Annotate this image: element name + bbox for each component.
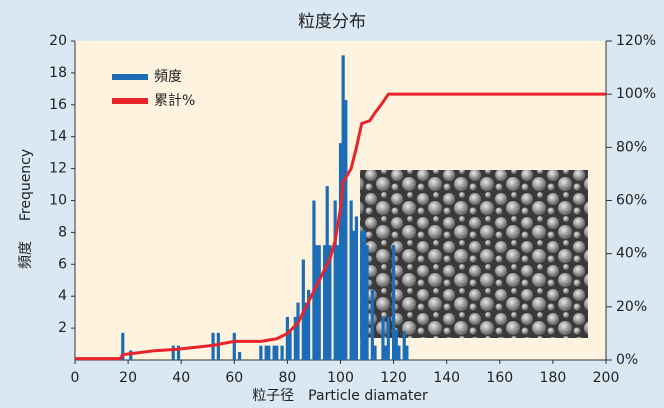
y-tick-label: 10 bbox=[49, 193, 67, 209]
bar bbox=[216, 332, 220, 360]
bar bbox=[317, 245, 321, 360]
sem-photo bbox=[360, 170, 588, 338]
bar bbox=[322, 245, 327, 360]
bar bbox=[325, 186, 329, 360]
bar bbox=[349, 200, 353, 360]
y-tick-label: 6 bbox=[58, 256, 67, 272]
bar bbox=[344, 100, 348, 360]
x-tick-label: 120 bbox=[380, 370, 407, 386]
bar bbox=[394, 329, 398, 360]
bar bbox=[293, 316, 297, 360]
x-tick-label: 200 bbox=[593, 370, 620, 386]
bar bbox=[129, 350, 133, 360]
y2-tick-label: 0% bbox=[616, 352, 638, 368]
bar bbox=[405, 345, 409, 360]
bar bbox=[267, 345, 271, 360]
bar bbox=[333, 200, 337, 360]
x-tick-label: 20 bbox=[119, 370, 137, 386]
line bbox=[75, 92, 606, 361]
legend-swatch bbox=[112, 98, 148, 104]
y-tick-label: 12 bbox=[49, 161, 67, 177]
bar bbox=[285, 316, 289, 360]
bar bbox=[315, 245, 319, 360]
y2-tick-label: 120% bbox=[616, 33, 656, 49]
bar bbox=[232, 332, 236, 360]
y2-tick-label: 40% bbox=[616, 246, 647, 262]
y-axis-label: Frequency bbox=[18, 149, 34, 221]
bar bbox=[365, 245, 369, 360]
bar bbox=[307, 289, 311, 360]
bar bbox=[280, 345, 284, 360]
bar bbox=[336, 245, 340, 360]
legend-label: 頻度 bbox=[154, 69, 182, 85]
y-tick-label: 2 bbox=[58, 320, 67, 336]
bar bbox=[338, 143, 343, 360]
y2-tick-label: 60% bbox=[616, 193, 647, 209]
bar bbox=[272, 345, 276, 360]
y2-tick-label: 20% bbox=[616, 299, 647, 315]
bar bbox=[171, 345, 175, 360]
bar bbox=[312, 200, 316, 360]
y-tick-label: 20 bbox=[49, 33, 67, 49]
bar bbox=[328, 245, 332, 360]
y-tick-label: 4 bbox=[58, 288, 67, 304]
bar bbox=[402, 331, 406, 360]
x-tick-label: 140 bbox=[433, 370, 460, 386]
bar bbox=[264, 345, 268, 360]
y2-tick-label: 80% bbox=[616, 139, 647, 155]
bar bbox=[381, 316, 385, 360]
bar bbox=[362, 230, 366, 360]
y-tick-label: 16 bbox=[49, 97, 67, 113]
bar bbox=[288, 331, 292, 360]
x-tick-label: 160 bbox=[486, 370, 513, 386]
bar bbox=[370, 289, 374, 360]
y-axis-label: 頻度 bbox=[18, 241, 34, 269]
bar bbox=[352, 230, 356, 360]
legend-swatch bbox=[112, 74, 148, 80]
bar bbox=[259, 345, 263, 360]
bar bbox=[121, 332, 125, 360]
y-tick-label: 8 bbox=[58, 224, 67, 240]
bar bbox=[392, 245, 396, 360]
bar bbox=[304, 302, 308, 360]
bar bbox=[341, 55, 345, 360]
y-tick-label: 18 bbox=[49, 65, 67, 81]
x-tick-label: 80 bbox=[278, 370, 296, 386]
bar bbox=[373, 345, 377, 360]
x-tick-label: 0 bbox=[71, 370, 80, 386]
bar bbox=[384, 345, 388, 360]
bar bbox=[397, 345, 401, 360]
bar bbox=[360, 230, 364, 360]
y-tick-label: 14 bbox=[49, 129, 67, 145]
x-tick-label: 100 bbox=[327, 370, 354, 386]
bar bbox=[354, 216, 359, 360]
chart-title: 粒度分布 bbox=[298, 12, 366, 32]
bar bbox=[176, 345, 181, 360]
y2-tick-label: 100% bbox=[616, 86, 656, 102]
legend-label: 累計% bbox=[154, 93, 195, 109]
x-tick-label: 60 bbox=[225, 370, 243, 386]
x-axis-label: 粒子径 Particle diamater bbox=[252, 388, 428, 404]
bar bbox=[275, 345, 279, 360]
bar bbox=[238, 352, 242, 360]
x-tick-label: 40 bbox=[172, 370, 190, 386]
bar bbox=[386, 316, 390, 360]
bar bbox=[296, 302, 300, 360]
x-tick-label: 180 bbox=[540, 370, 567, 386]
